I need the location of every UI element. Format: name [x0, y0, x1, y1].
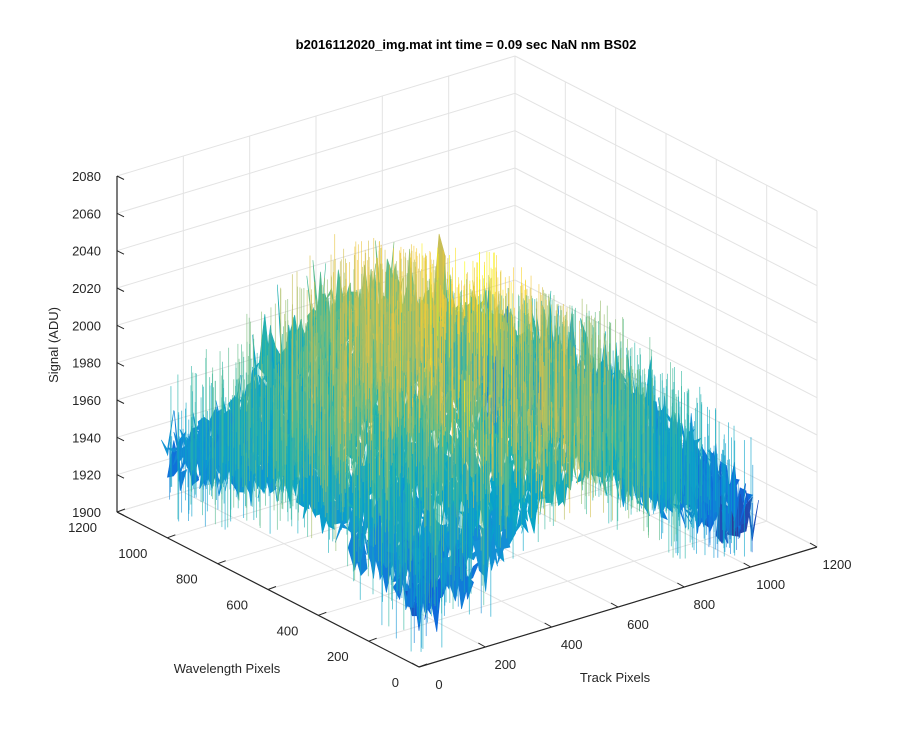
- x-tick-label: 600: [627, 617, 649, 632]
- z-tick-label: 1920: [72, 468, 101, 483]
- y-tick-label: 600: [226, 598, 248, 613]
- chart-title: b2016112020_img.mat int time = 0.09 sec …: [296, 37, 637, 52]
- z-tick-label: 2040: [72, 244, 101, 259]
- z-tick-label: 2060: [72, 206, 101, 221]
- y-tick-label: 0: [392, 675, 399, 690]
- surface-facet: [161, 410, 175, 457]
- tick-mark: [267, 586, 277, 590]
- y-tick-label: 400: [277, 623, 299, 638]
- tick-mark: [116, 362, 125, 367]
- y-tick-label: 200: [327, 649, 349, 664]
- tick-mark: [809, 542, 818, 548]
- x-tick-label: 800: [693, 597, 715, 612]
- tick-mark: [217, 560, 226, 565]
- tick-mark: [116, 212, 125, 218]
- y-tick-label: 1200: [68, 520, 97, 535]
- surface-facet: [460, 549, 474, 600]
- tick-mark: [418, 663, 428, 668]
- tick-labels: 0 200 400 600 800 1000 1200 0 200 400 600 800 1000 12…: [68, 169, 851, 692]
- y-tick-label: 1000: [118, 546, 147, 561]
- tick-mark: [610, 602, 619, 608]
- tick-mark: [116, 474, 125, 479]
- tick-mark: [368, 637, 377, 642]
- y-tick-label: 800: [176, 572, 198, 587]
- z-tick-label: 1960: [72, 393, 101, 408]
- tick-mark: [116, 436, 125, 442]
- tick-mark: [116, 511, 125, 516]
- z-tick-label: 1940: [72, 430, 101, 445]
- surface-facet: [173, 410, 188, 491]
- z-tick-label: 1900: [72, 505, 101, 520]
- tick-mark: [411, 662, 420, 668]
- z-tick-label: 2000: [72, 318, 101, 333]
- tick-mark: [116, 508, 126, 513]
- y-axis-label: Wavelength Pixels: [174, 661, 281, 676]
- z-tick-label: 1980: [72, 356, 101, 371]
- z-tick-label: 2020: [72, 281, 101, 296]
- tick-mark: [478, 642, 486, 648]
- tick-mark: [318, 611, 327, 616]
- tick-mark: [743, 562, 751, 568]
- tick-mark: [677, 582, 685, 588]
- axes: [116, 175, 818, 668]
- grid-line: [318, 494, 717, 616]
- tick-mark: [116, 175, 125, 180]
- surface-mesh: [161, 233, 759, 652]
- tick-mark: [116, 250, 125, 255]
- tick-mark: [116, 324, 125, 330]
- x-tick-label: 200: [494, 657, 516, 672]
- z-axis-label: Signal (ADU): [46, 307, 61, 383]
- x-tick-label: 1000: [756, 577, 785, 592]
- x-axis-label: Track Pixels: [580, 670, 651, 685]
- x-tick-label: 1200: [823, 557, 852, 572]
- tick-mark: [116, 399, 125, 404]
- tick-mark: [167, 534, 176, 539]
- z-tick-label: 2080: [72, 169, 101, 184]
- surface-facet: [497, 525, 511, 564]
- x-tick-label: 0: [435, 677, 442, 692]
- tick-mark: [544, 622, 552, 628]
- x-tick-label: 400: [561, 637, 583, 652]
- tick-mark: [116, 287, 125, 292]
